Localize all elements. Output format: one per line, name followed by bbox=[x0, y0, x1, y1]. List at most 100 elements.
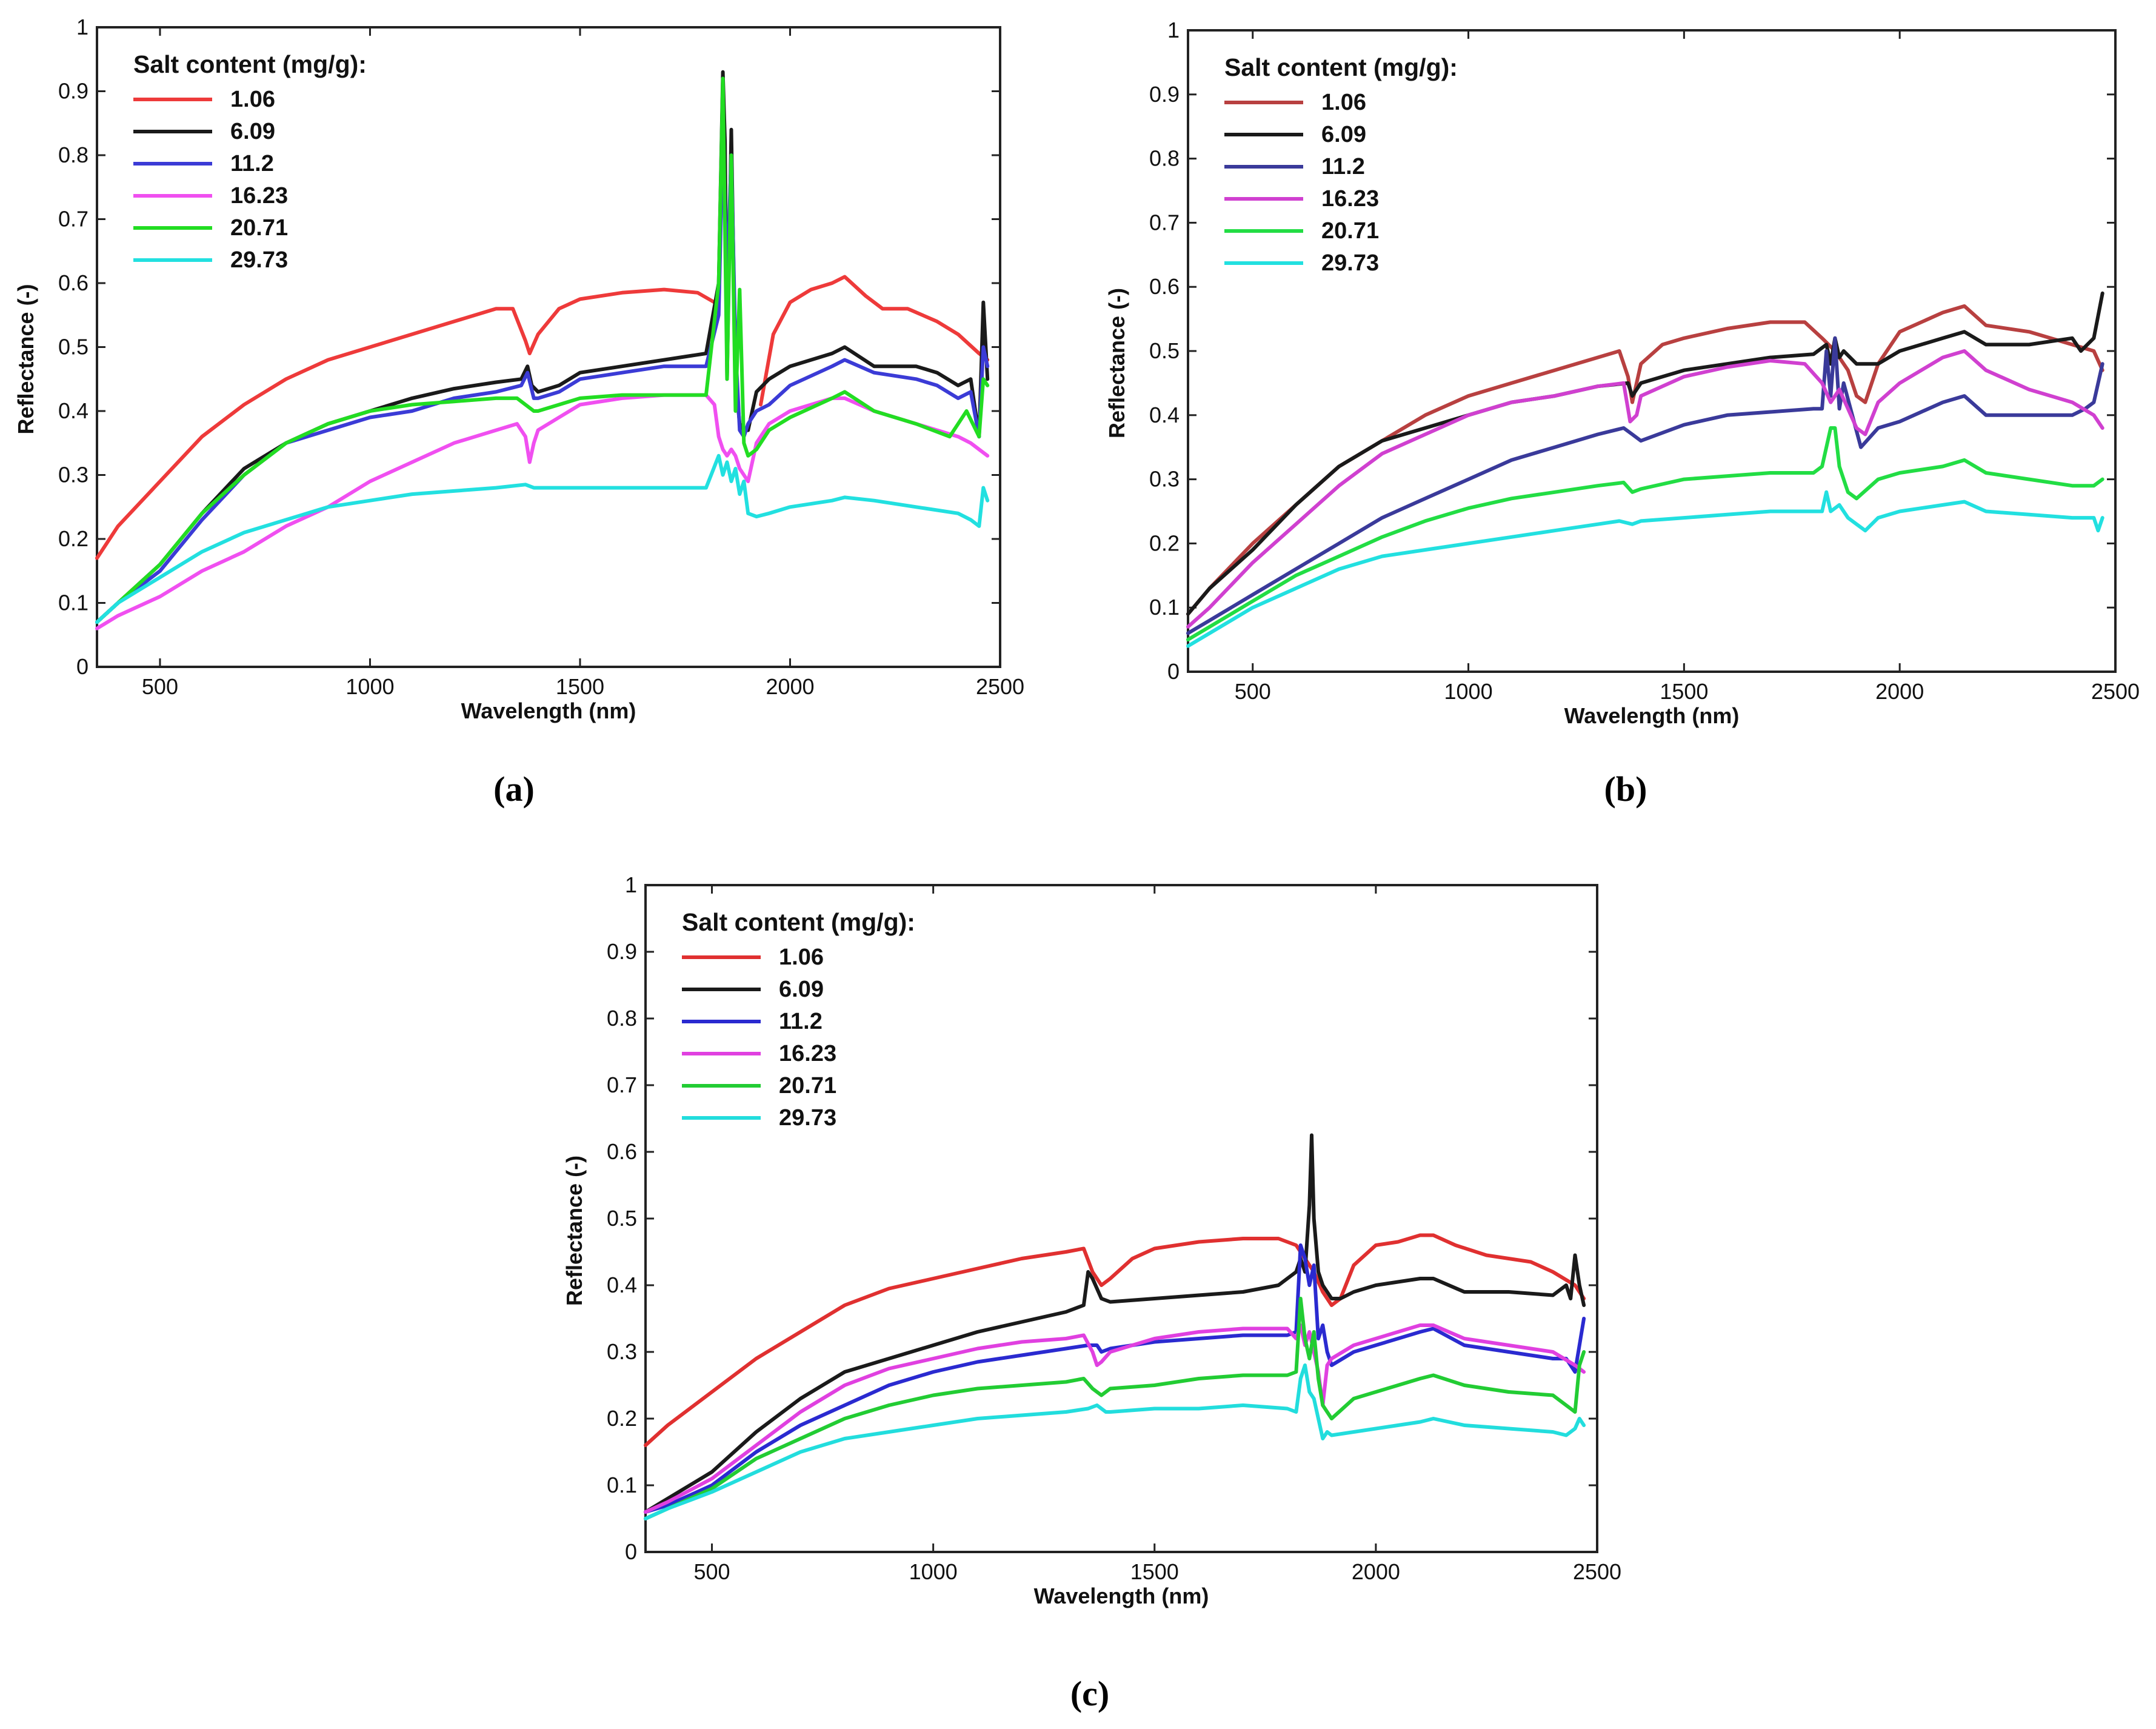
y-tick-label: 1 bbox=[76, 15, 88, 39]
x-tick-label: 1500 bbox=[1660, 679, 1708, 704]
y-tick-label: 0.5 bbox=[607, 1206, 637, 1231]
series-line-20.71 bbox=[644, 1297, 1586, 1520]
legend-label-16.23: 16.23 bbox=[1321, 186, 1379, 212]
x-tick-label: 1000 bbox=[345, 674, 394, 699]
legend-label-1.06: 1.06 bbox=[230, 87, 275, 112]
y-tick-label: 0.9 bbox=[607, 939, 637, 964]
legend-label-29.73: 29.73 bbox=[1321, 250, 1379, 276]
series-line-1.06 bbox=[95, 287, 716, 560]
x-tick-label: 1000 bbox=[909, 1559, 958, 1584]
legend-label-1.06: 1.06 bbox=[779, 945, 824, 970]
legend-label-11.2: 11.2 bbox=[230, 151, 274, 176]
series-line-1.06 bbox=[644, 1233, 1586, 1447]
legend-title: Salt content (mg/g): bbox=[682, 908, 915, 936]
plot-frame bbox=[644, 884, 1598, 1553]
y-tick-label: 0.4 bbox=[58, 398, 88, 423]
x-tick-label: 500 bbox=[1235, 679, 1271, 704]
series-line-29.73 bbox=[1186, 490, 2104, 648]
series-line-6.09 bbox=[1186, 291, 2104, 616]
y-tick-label: 0.5 bbox=[58, 335, 88, 360]
y-tick-label: 0 bbox=[625, 1539, 637, 1564]
y-tick-label: 0.2 bbox=[607, 1406, 637, 1431]
x-tick-label: 2000 bbox=[766, 674, 814, 699]
y-tick-label: 0.7 bbox=[607, 1072, 637, 1097]
y-tick-label: 0.3 bbox=[607, 1339, 637, 1364]
y-tick-label: 1 bbox=[1167, 18, 1180, 42]
x-tick-label: 2000 bbox=[1875, 679, 1924, 704]
y-tick-label: 0 bbox=[1167, 659, 1180, 684]
x-tick-label: 2000 bbox=[1352, 1559, 1400, 1584]
y-tick-label: 0.1 bbox=[1149, 595, 1180, 620]
x-tick-label: 2500 bbox=[976, 674, 1024, 699]
y-tick-label: 0.1 bbox=[607, 1473, 637, 1497]
legend-title: Salt content (mg/g): bbox=[133, 50, 367, 78]
y-tick-label: 0.2 bbox=[1149, 530, 1180, 555]
y-axis-title: Reflectance (-) bbox=[1104, 288, 1129, 438]
y-tick-label: 0.8 bbox=[58, 142, 88, 167]
series-line-11.2 bbox=[95, 134, 990, 624]
y-tick-label: 0.4 bbox=[1149, 403, 1180, 427]
y-tick-label: 0.7 bbox=[1149, 210, 1180, 235]
legend-title: Salt content (mg/g): bbox=[1224, 53, 1458, 81]
y-tick-label: 0.8 bbox=[607, 1006, 637, 1031]
legend-label-1.06: 1.06 bbox=[1321, 90, 1366, 115]
legend-label-16.23: 16.23 bbox=[779, 1041, 836, 1066]
legend-label-16.23: 16.23 bbox=[230, 183, 288, 209]
series-line-1.06 bbox=[759, 275, 990, 407]
y-tick-label: 0.9 bbox=[1149, 82, 1180, 107]
legend-label-20.71: 20.71 bbox=[779, 1073, 836, 1099]
y-tick-label: 0.9 bbox=[58, 79, 88, 104]
caption-c: (c) bbox=[1070, 1674, 1110, 1713]
caption-b: (b) bbox=[1604, 769, 1647, 809]
y-tick-label: 0.2 bbox=[58, 526, 88, 551]
y-tick-label: 0.6 bbox=[607, 1139, 637, 1164]
x-axis-title: Wavelength (nm) bbox=[461, 698, 636, 723]
legend-label-11.2: 11.2 bbox=[779, 1009, 823, 1034]
x-tick-label: 500 bbox=[142, 674, 178, 699]
series-line-1.06 bbox=[1186, 304, 2104, 616]
legend-label-20.71: 20.71 bbox=[230, 215, 288, 241]
y-tick-label: 0.3 bbox=[58, 463, 88, 487]
series-line-16.23 bbox=[1186, 349, 2104, 629]
chart-panel-a: 0 0.1 0.2 0.3 0.4 0.5 0.6 0.7 0.8 0.9 1 500 1000 1500… bbox=[0, 0, 1049, 746]
y-tick-label: 1 bbox=[625, 872, 637, 897]
series-line-16.23 bbox=[644, 1323, 1586, 1514]
chart-panel-c: 0 0.1 0.2 0.3 0.4 0.5 0.6 0.7 0.8 0.9 1 500 1000 1500… bbox=[533, 861, 1649, 1625]
chart-panel-b: 0 0.1 0.2 0.3 0.4 0.5 0.6 0.7 0.8 0.9 1 500 1000 1500… bbox=[1091, 0, 2146, 746]
legend-label-29.73: 29.73 bbox=[779, 1105, 836, 1131]
x-tick-label: 1500 bbox=[556, 674, 604, 699]
x-axis-title: Wavelength (nm) bbox=[1034, 1584, 1209, 1608]
legend-label-20.71: 20.71 bbox=[1321, 218, 1379, 244]
x-tick-label: 500 bbox=[693, 1559, 730, 1584]
y-tick-label: 0.7 bbox=[58, 207, 88, 232]
series-line-29.73 bbox=[95, 453, 990, 624]
caption-a: (a) bbox=[493, 769, 535, 809]
legend-label-6.09: 6.09 bbox=[230, 119, 275, 144]
legend-label-6.09: 6.09 bbox=[779, 977, 824, 1002]
series-line-11.2 bbox=[1186, 336, 2104, 635]
plot-frame bbox=[96, 26, 1001, 668]
x-tick-label: 1500 bbox=[1130, 1559, 1179, 1584]
x-tick-label: 2500 bbox=[1573, 1559, 1621, 1584]
y-tick-label: 0.8 bbox=[1149, 146, 1180, 171]
y-tick-label: 0 bbox=[76, 654, 88, 679]
legend-label-11.2: 11.2 bbox=[1321, 154, 1365, 179]
y-tick-label: 0.1 bbox=[58, 590, 88, 615]
y-tick-label: 0.4 bbox=[607, 1273, 637, 1297]
y-tick-label: 0.3 bbox=[1149, 467, 1180, 492]
x-axis-title: Wavelength (nm) bbox=[1564, 703, 1740, 728]
y-axis-title: Reflectance (-) bbox=[562, 1155, 587, 1306]
x-tick-label: 1000 bbox=[1444, 679, 1493, 704]
y-tick-label: 0.6 bbox=[1149, 274, 1180, 299]
series-line-20.71 bbox=[1186, 426, 2104, 642]
y-tick-label: 0.5 bbox=[1149, 338, 1180, 363]
y-tick-label: 0.6 bbox=[58, 270, 88, 295]
y-axis-title: Reflectance (-) bbox=[13, 284, 38, 434]
series-line-20.71 bbox=[95, 76, 990, 624]
legend-label-29.73: 29.73 bbox=[230, 247, 288, 273]
x-tick-label: 2500 bbox=[2091, 679, 2140, 704]
legend-label-6.09: 6.09 bbox=[1321, 122, 1366, 147]
